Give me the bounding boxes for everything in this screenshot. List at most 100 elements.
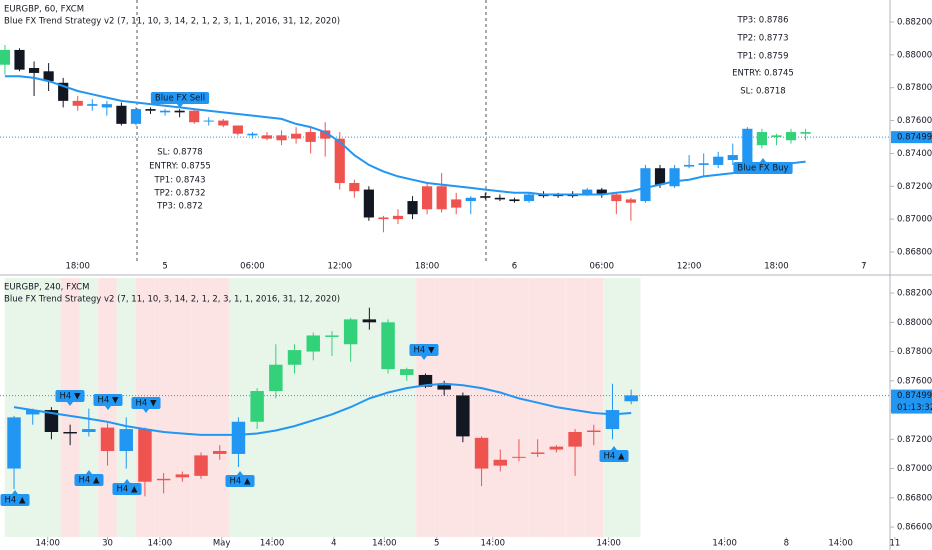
signal-box: [93, 394, 123, 406]
trade-level-label: TP3: 0.8786: [736, 16, 788, 26]
bar-countdown: 01:13:32: [897, 403, 932, 413]
x-tick-label: 4: [331, 539, 336, 549]
x-tick-label: 11: [889, 539, 900, 549]
signal-pointer: [611, 446, 617, 450]
moving-average: [13, 382, 632, 436]
candle-body: [250, 391, 264, 422]
candle-body: [145, 109, 156, 111]
y-tick-label: 0.88200: [897, 18, 932, 28]
candle-body: [698, 163, 709, 165]
trade-level-label: SL: 0.8778: [157, 148, 202, 158]
x-tick-label: 18:00: [415, 262, 440, 272]
x-tick-label: 14:00: [596, 539, 621, 549]
signal-zone: [303, 278, 323, 537]
signal-zone: [23, 278, 43, 537]
signal-label: H4 ▼: [413, 346, 435, 356]
candle-body: [605, 410, 620, 430]
y-tick-label: 0.87000: [897, 464, 932, 474]
candle-body: [451, 199, 462, 208]
candle-body: [320, 130, 331, 139]
signal-zone: [285, 278, 304, 537]
candle-body: [474, 437, 489, 469]
signal-zone: [79, 278, 99, 537]
signal-zone: [528, 278, 548, 537]
signal-pointer: [421, 356, 427, 360]
y-tick-label: 0.86800: [897, 247, 932, 257]
x-tick-label: 06:00: [590, 262, 615, 272]
candle-body: [334, 138, 345, 183]
signal-zone: [210, 278, 230, 537]
candle-body: [480, 196, 491, 198]
x-tick-label: 14:00: [828, 539, 853, 549]
candle-body: [82, 429, 96, 432]
candle-body: [785, 132, 797, 141]
x-tick-label: 14:00: [148, 539, 173, 549]
candle-body: [189, 110, 200, 123]
x-tick-label: 5: [162, 262, 167, 272]
signal-box: [150, 92, 210, 104]
indicator-label: Blue FX Trend Strategy v2 (7, 11, 10, 3,…: [4, 17, 340, 27]
y-tick-label: 0.87400: [897, 149, 932, 159]
candle-body: [247, 133, 258, 136]
candle-body: [727, 155, 738, 160]
signal-label: H4 ▲: [78, 476, 100, 486]
x-tick-label: 7: [861, 262, 866, 272]
signal-zone: [490, 278, 510, 537]
signal-zone: [434, 278, 454, 537]
candle-body: [771, 135, 782, 137]
trade-level-label: ENTRY: 0.8755: [149, 162, 211, 172]
candle-body: [611, 194, 622, 202]
x-tick-label: 30: [102, 539, 113, 549]
trade-level-label: TP1: 0.8743: [153, 176, 205, 186]
candle-body: [116, 105, 127, 124]
candle-body: [640, 168, 651, 202]
candle-body: [381, 322, 395, 370]
candle-body: [800, 132, 811, 134]
moving-average: [4, 75, 806, 196]
signal-box: [112, 483, 142, 495]
signal-badge: Blue FX Buy: [733, 158, 793, 174]
candle-body: [261, 135, 273, 139]
candle-body: [306, 335, 320, 352]
signal-box: [55, 390, 85, 402]
candle-body: [213, 451, 227, 454]
y-tick-label: 0.87800: [897, 347, 932, 357]
indicator-label: Blue FX Trend Strategy v2 (7, 11, 10, 3,…: [4, 295, 340, 305]
signal-pointer: [124, 479, 130, 483]
last-price-label: 0.87499: [897, 391, 932, 401]
signal-pointer: [760, 158, 766, 162]
trade-level-label: TP1: 0.8759: [736, 52, 788, 62]
y-tick-label: 0.86800: [897, 493, 932, 503]
signal-box: [74, 474, 104, 486]
candle-body: [287, 350, 302, 365]
signal-zone: [416, 278, 435, 537]
x-tick-label: 06:00: [240, 262, 265, 272]
trade-level-label: ENTRY: 0.8745: [732, 69, 794, 79]
candle-body: [203, 120, 214, 122]
last-price-label: 0.87499: [897, 133, 932, 143]
candle-body: [25, 410, 40, 415]
y-tick-label: 0.87600: [897, 376, 932, 386]
y-tick-label: 0.87800: [897, 83, 932, 93]
candle-body: [58, 82, 69, 101]
candle-body: [422, 186, 433, 210]
last-price-badge: [891, 389, 932, 414]
candle-body: [43, 71, 54, 82]
x-tick-label: 18:00: [65, 262, 90, 272]
y-tick-label: 0.87200: [897, 435, 932, 445]
signal-zone: [229, 278, 248, 537]
candle-body: [159, 110, 171, 113]
candle-body: [654, 168, 666, 185]
signal-badge: H4 ▼: [93, 394, 123, 410]
signal-pointer: [177, 104, 183, 108]
candle-body: [305, 132, 316, 142]
candle-body: [343, 319, 358, 345]
x-tick-label: 14:00: [481, 539, 506, 549]
y-tick-label: 0.86600: [897, 523, 932, 533]
signal-pointer: [67, 402, 73, 406]
y-tick-label: 0.88200: [897, 289, 932, 299]
candle-body: [325, 335, 339, 337]
x-tick-label: 8: [784, 539, 789, 549]
candle-body: [568, 431, 582, 447]
